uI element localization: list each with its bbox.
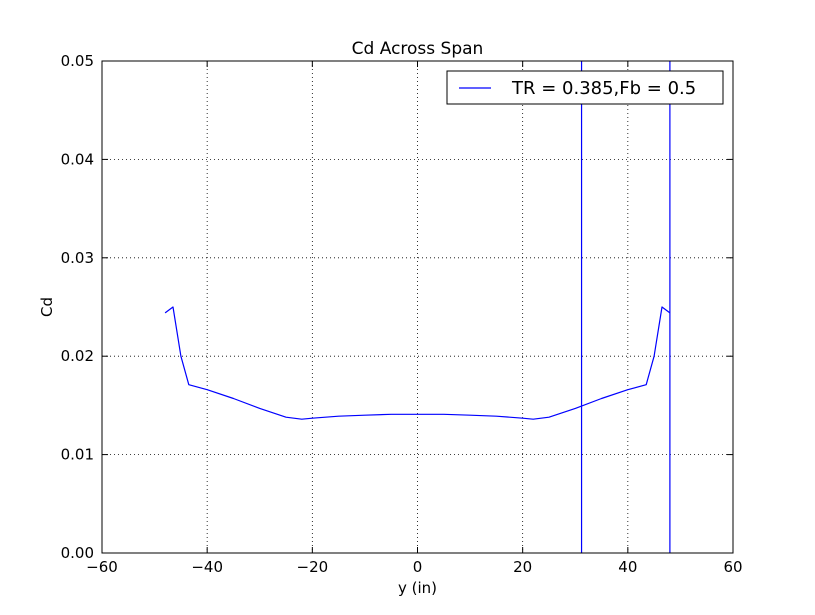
x-tick-label: 60 [723,558,742,576]
x-axis-label: y (in) [398,579,437,597]
x-tick-label: −60 [86,558,118,576]
y-tick-label: 0.01 [61,446,94,464]
ticks: −60 −40 −20 0 20 40 60 0.00 0.01 0.02 0.03 0.04 0.05 [61,52,743,576]
y-tick-label: 0.03 [61,249,94,267]
x-tick-label: −40 [191,558,223,576]
series-layer [164,61,671,553]
x-tick-label: 20 [513,558,532,576]
x-tick-label: 0 [413,558,423,576]
x-tick-label: −20 [297,558,329,576]
series-line [164,306,671,420]
y-axis-label: Cd [38,297,56,317]
legend-label: TR = 0.385,Fb = 0.5 [511,78,696,99]
y-tick-label: 0.05 [61,52,94,70]
y-tick-label: 0.04 [61,150,94,168]
legend-frame [446,70,724,105]
legend: TR = 0.385,Fb = 0.5 [446,70,724,105]
x-tick-label: 40 [618,558,637,576]
y-tick-label: 0.02 [61,347,94,365]
chart-title: Cd Across Span [352,39,484,59]
y-tick-label: 0.00 [61,544,94,562]
plot-area-background [102,61,733,553]
